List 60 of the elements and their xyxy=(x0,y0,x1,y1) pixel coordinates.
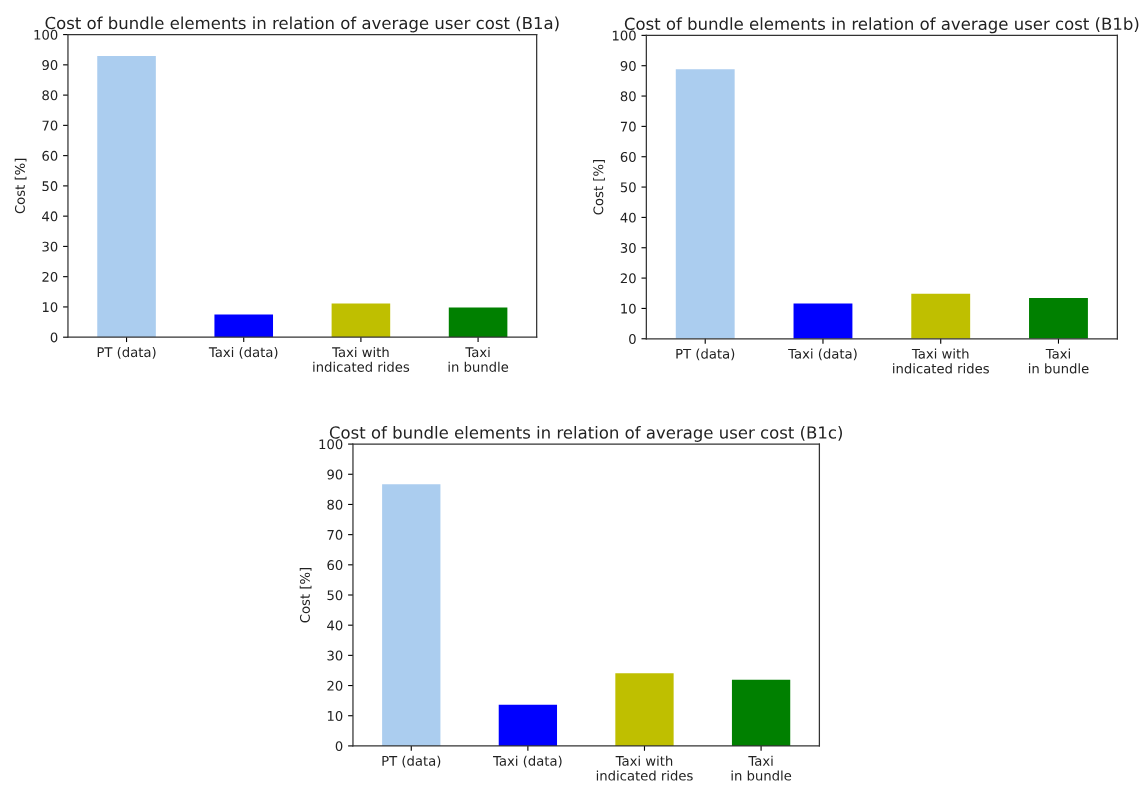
bar xyxy=(97,56,156,338)
bar xyxy=(1029,298,1088,339)
y-tick-label: 80 xyxy=(620,91,636,102)
y-tick-label: 60 xyxy=(42,150,58,161)
x-tick-label: Taxi (data) xyxy=(788,348,857,361)
bar xyxy=(793,303,853,339)
x-tick-label: Taxi in bundle xyxy=(448,346,509,372)
y-axis-title: Cost [%] xyxy=(14,158,27,214)
y-tick-label: 40 xyxy=(327,620,343,631)
y-axis-title: Cost [%] xyxy=(299,567,312,623)
y-tick-label: 20 xyxy=(620,273,636,284)
x-tick-label: PT (data) xyxy=(676,348,735,361)
y-tick-label: 100 xyxy=(34,29,58,40)
y-tick-label: 60 xyxy=(327,560,343,571)
bar xyxy=(382,484,441,746)
bar xyxy=(911,293,971,339)
y-tick-label: 50 xyxy=(42,181,58,192)
y-tick-label: 20 xyxy=(327,680,343,691)
y-tick-label: 50 xyxy=(620,182,636,193)
bar xyxy=(331,303,391,338)
y-tick-label: 80 xyxy=(42,90,58,101)
x-tick-label: PT (data) xyxy=(382,755,441,768)
bar xyxy=(675,69,735,339)
y-tick-label: 30 xyxy=(620,242,636,253)
y-tick-label: 0 xyxy=(50,332,58,343)
x-tick-label: Taxi with indicated rides xyxy=(313,346,410,372)
x-tick-label: Taxi with indicated rides xyxy=(596,755,693,781)
bar xyxy=(448,307,508,338)
bar xyxy=(498,704,558,746)
y-tick-label: 100 xyxy=(612,30,636,41)
y-tick-label: 90 xyxy=(620,60,636,71)
bar xyxy=(615,673,674,746)
y-tick-label: 90 xyxy=(42,60,58,71)
y-tick-label: 30 xyxy=(42,241,58,252)
y-tick-label: 40 xyxy=(620,212,636,223)
x-tick-label: Taxi (data) xyxy=(208,346,278,359)
y-tick-label: 10 xyxy=(327,710,343,721)
x-tick-label: Taxi in bundle xyxy=(731,755,792,781)
x-tick-label: Taxi with indicated rides xyxy=(893,348,989,374)
y-tick-label: 80 xyxy=(327,499,343,510)
x-tick-label: Taxi in bundle xyxy=(1028,348,1089,374)
bar xyxy=(731,679,791,746)
y-tick-label: 10 xyxy=(621,303,636,314)
y-tick-label: 100 xyxy=(319,439,343,450)
x-tick-label: Taxi (data) xyxy=(493,755,562,768)
y-tick-label: 70 xyxy=(620,121,636,132)
x-tick-label: PT (data) xyxy=(97,346,156,359)
y-tick-label: 40 xyxy=(42,211,58,222)
y-tick-label: 70 xyxy=(327,529,343,540)
y-tick-label: 0 xyxy=(629,333,636,344)
y-tick-label: 30 xyxy=(327,650,343,661)
y-axis-title: Cost [%] xyxy=(593,160,605,215)
y-tick-label: 90 xyxy=(327,469,343,480)
y-tick-label: 0 xyxy=(335,741,343,752)
y-tick-label: 60 xyxy=(620,151,636,162)
bar xyxy=(214,314,274,338)
y-tick-label: 10 xyxy=(42,302,58,313)
y-tick-label: 50 xyxy=(327,590,343,601)
y-tick-label: 20 xyxy=(42,271,58,282)
y-tick-label: 70 xyxy=(42,120,58,131)
